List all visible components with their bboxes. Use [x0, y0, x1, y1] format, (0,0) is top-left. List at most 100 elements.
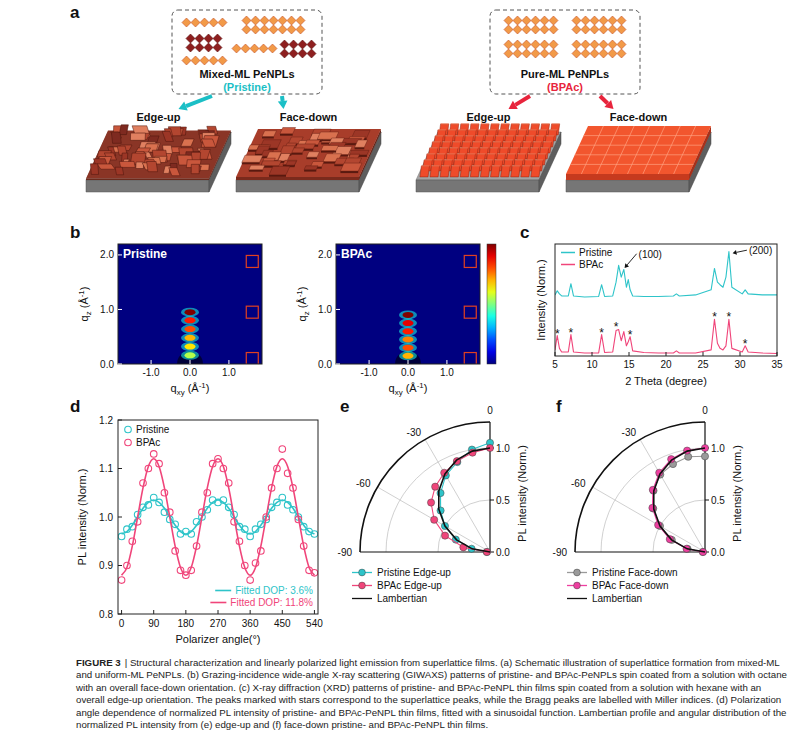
octahedron	[200, 56, 209, 65]
octahedron	[242, 25, 251, 34]
octahedron	[599, 40, 608, 49]
plot-area	[649, 444, 709, 555]
nanoplatelet	[286, 161, 297, 165]
spot	[185, 344, 196, 350]
annotation-arrow-head	[733, 250, 737, 255]
outer-arc	[575, 422, 705, 552]
annotation-arrow-head	[625, 263, 629, 268]
tick-label: 35	[771, 359, 783, 370]
tick	[490, 500, 494, 501]
octahedron	[250, 44, 259, 53]
nanoplatelet-top	[496, 135, 504, 136]
nanoplatelet-top	[516, 135, 524, 136]
octahedron	[617, 49, 626, 58]
group-subtitle: (Pristine)	[223, 81, 271, 93]
data-point	[279, 446, 286, 453]
tick-label: -1.0	[360, 367, 378, 378]
tick-label: 0.0	[496, 547, 510, 558]
spot-halo	[399, 327, 417, 336]
axis-title: PL intensity (Norm.)	[731, 445, 743, 542]
nanoplatelet-top	[450, 147, 458, 148]
nanoplatelet-top	[458, 129, 466, 130]
nanoplatelet-top	[486, 135, 494, 136]
nanoplatelet	[440, 166, 450, 177]
octahedron	[209, 56, 218, 65]
plot-frame	[118, 244, 262, 364]
nanoplatelet-top	[472, 165, 480, 166]
tick-label: 540	[306, 618, 323, 629]
tick-label: 1.1	[99, 463, 113, 474]
nanoplatelet-top	[523, 141, 531, 142]
tick-label: -90	[338, 547, 353, 558]
tile-edge	[579, 145, 702, 146]
grid-arc	[386, 448, 490, 552]
nanoplatelet	[269, 166, 290, 175]
legend-swatch	[561, 264, 575, 266]
plot-area	[336, 244, 480, 364]
text-part: )	[296, 287, 308, 291]
highlight-box	[246, 306, 258, 318]
text-part: (Å	[78, 297, 90, 312]
data-line	[439, 448, 490, 552]
legend-label: BPAc Face-down	[592, 580, 669, 591]
octahedron	[608, 25, 617, 34]
nanoplatelet	[191, 164, 199, 173]
highlight-box	[464, 353, 476, 364]
nanoplatelet-top	[442, 165, 450, 166]
text-part: -1	[417, 381, 424, 390]
tick-label: 20	[660, 359, 672, 370]
nanoplatelet-top	[462, 165, 470, 166]
nanoplatelet-top	[468, 129, 476, 130]
nanoplatelet-top	[473, 141, 481, 142]
nanoplatelet-top	[483, 141, 491, 142]
tick	[118, 468, 122, 469]
tick	[705, 500, 709, 501]
nanoplatelet	[147, 162, 158, 172]
tick-label: 0	[487, 405, 493, 416]
octahedron	[186, 43, 195, 52]
nanoplatelet-top	[463, 141, 471, 142]
octahedron	[522, 49, 531, 58]
plot-area	[427, 439, 493, 555]
colorbar	[487, 244, 496, 364]
tick	[740, 352, 741, 356]
tick-label: 450	[274, 618, 291, 629]
nanoplatelet-top	[471, 123, 479, 124]
nanoplatelet-top	[448, 129, 456, 130]
octahedron	[540, 40, 549, 49]
nanoplatelet-top	[538, 153, 546, 154]
panel-label: d	[70, 397, 80, 416]
tick-label: 1.2	[99, 415, 113, 426]
nanoplatelet	[511, 166, 521, 177]
legend-swatch	[125, 426, 132, 433]
spot	[185, 352, 196, 358]
fit-line	[122, 500, 315, 534]
axis-title: qxy (Å-1)	[389, 381, 428, 397]
tile-edge	[570, 164, 693, 165]
nanoplatelet-top	[475, 159, 483, 160]
axis-title: qz (Å-1)	[77, 287, 93, 322]
tick	[555, 352, 556, 356]
nanoplatelet-top	[493, 141, 501, 142]
nanoplatelet	[97, 164, 115, 169]
legend-swatch	[352, 598, 372, 599]
nanoplatelet-top	[464, 159, 472, 160]
octahedron	[287, 25, 296, 34]
nanoplatelet-top	[531, 123, 539, 124]
tick	[118, 565, 122, 566]
nanoplatelet-edge	[321, 151, 336, 153]
tick-label: 90	[148, 618, 160, 629]
octahedron	[581, 40, 590, 49]
octahedron	[504, 25, 513, 34]
nanoplatelet-top	[434, 159, 442, 160]
octahedron	[617, 40, 626, 49]
nanoplatelet-top	[437, 153, 445, 154]
legend-swatch	[215, 590, 231, 592]
octahedron	[191, 18, 200, 27]
nanoplatelet-top	[438, 129, 446, 130]
nanoplatelet-top	[525, 159, 533, 160]
data-point	[441, 532, 448, 539]
nanoplatelet	[501, 166, 511, 177]
legend-swatch	[359, 582, 366, 589]
tick-label: -60	[571, 478, 586, 489]
